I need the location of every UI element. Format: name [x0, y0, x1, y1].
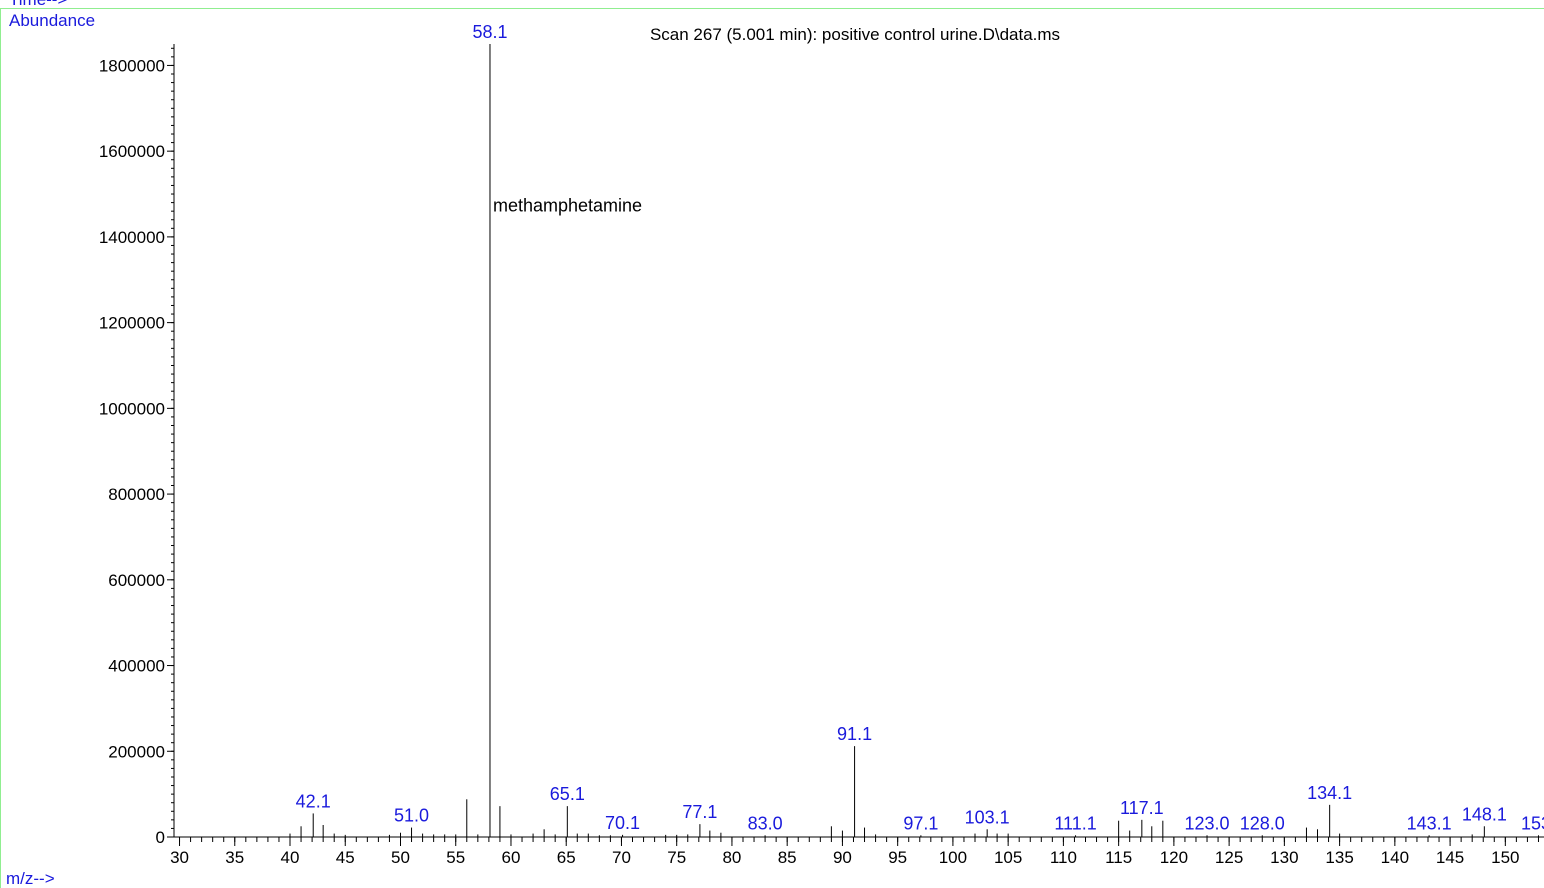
peak-label: 143.1: [1407, 813, 1452, 833]
x-tick-label: 35: [225, 848, 244, 867]
x-tick-label: 125: [1215, 848, 1243, 867]
chart-title: Scan 267 (5.001 min): positive control u…: [650, 25, 1060, 44]
abundance-label: Abundance: [9, 11, 96, 30]
x-tick-label: 145: [1436, 848, 1464, 867]
y-tick-label: 1800000: [99, 56, 165, 75]
x-tick-label: 100: [939, 848, 967, 867]
peak-label: 83.0: [748, 813, 783, 833]
peak-label: 148.1: [1462, 804, 1507, 824]
peak-label: 103.1: [965, 807, 1010, 827]
peak-label: 65.1: [550, 784, 585, 804]
peak-label: 91.1: [837, 724, 872, 744]
x-tick-label: 75: [667, 848, 686, 867]
x-tick-label: 110: [1050, 848, 1077, 867]
frame-top-border: [0, 8, 1544, 9]
y-tick-label: 1400000: [99, 228, 165, 247]
frame-left-border: [0, 8, 1, 888]
y-tick-label: 1600000: [99, 142, 165, 161]
x-tick-label: 30: [170, 848, 189, 867]
peak-label: 70.1: [605, 813, 640, 833]
x-tick-label: 150: [1491, 848, 1519, 867]
y-tick-label: 200000: [108, 742, 165, 761]
peak-label: 128.0: [1240, 813, 1285, 833]
peak-label: 153.: [1521, 813, 1544, 833]
x-tick-label: 90: [833, 848, 852, 867]
x-tick-label: 95: [888, 848, 907, 867]
peak-label: 111.1: [1054, 813, 1096, 833]
x-tick-label: 40: [281, 848, 300, 867]
y-tick-label: 1200000: [99, 314, 165, 333]
x-tick-label: 80: [722, 848, 741, 867]
x-tick-label: 130: [1270, 848, 1298, 867]
peak-label: 134.1: [1307, 783, 1352, 803]
x-tick-label: 120: [1160, 848, 1188, 867]
x-tick-label: 55: [446, 848, 465, 867]
peak-label: 77.1: [682, 802, 717, 822]
x-tick-label: 70: [612, 848, 631, 867]
x-tick-label: 135: [1325, 848, 1353, 867]
peak-label: 58.1: [472, 22, 507, 42]
y-tick-label: 800000: [108, 485, 165, 504]
y-tick-label: 1000000: [99, 399, 165, 418]
x-tick-label: 105: [994, 848, 1022, 867]
y-tick-label: 400000: [108, 657, 165, 676]
peak-label: 97.1: [903, 813, 938, 833]
peak-label: 51.0: [394, 806, 429, 826]
x-tick-label: 140: [1381, 848, 1409, 867]
compound-annotation: methamphetamine: [493, 196, 642, 216]
x-tick-label: 85: [778, 848, 797, 867]
time-axis-label: Time-->: [9, 0, 67, 8]
peak-label: 42.1: [296, 791, 331, 811]
peak-label: 123.0: [1185, 813, 1230, 833]
x-tick-label: 60: [502, 848, 521, 867]
peak-label: 117.1: [1120, 798, 1164, 818]
axes: 30 35 40 45 50 55 60 65 70 75 80 85 90 95 100 105 110 115…: [99, 44, 1544, 867]
y-tick-label: 600000: [108, 571, 165, 590]
peaks: [289, 44, 1539, 837]
x-tick-label: 45: [336, 848, 355, 867]
x-tick-label: 50: [391, 848, 410, 867]
x-tick-label: 65: [557, 848, 576, 867]
y-tick-label: 0: [156, 828, 165, 847]
peak-labels: 42.1 51.0 58.1 65.1 70.1 77.1 83.0 91.1 97.1 103.…: [296, 22, 1544, 833]
mz-axis-label: m/z-->: [6, 869, 55, 888]
x-tick-label: 115: [1105, 848, 1132, 867]
